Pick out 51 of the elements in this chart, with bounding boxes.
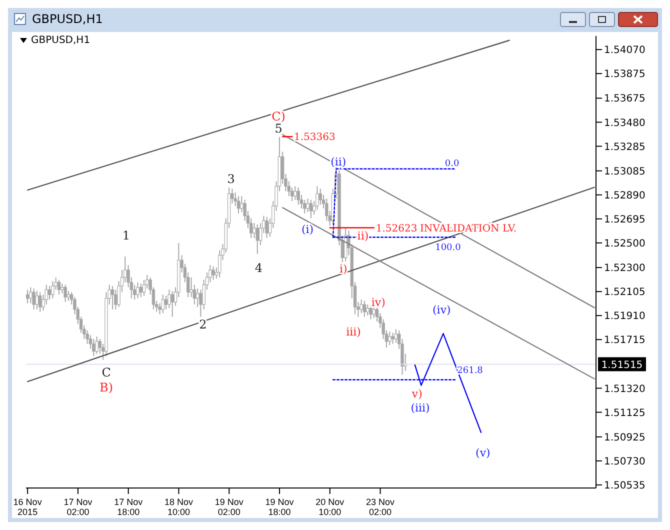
annotation: C)	[272, 109, 286, 124]
y-tick-label: 1.54070	[604, 45, 646, 56]
x-tick-label: 20 Nov 10:00	[316, 497, 345, 517]
chart-title: GBPUSD,H1	[31, 35, 90, 46]
y-tick-label: 1.51320	[604, 384, 646, 395]
annotation: 1.52623	[376, 223, 418, 234]
annotation: i)	[340, 262, 348, 276]
chart-title: GBPUSD,H1	[32, 12, 103, 26]
annotation: (i)	[301, 223, 314, 236]
y-tick-label: 1.51910	[604, 311, 646, 322]
y-tick-label: 1.51125	[604, 408, 646, 419]
y-tick-label: 1.50730	[604, 456, 646, 468]
annotation: v)	[410, 388, 422, 401]
annotation: 100.0	[435, 242, 462, 253]
annotation: 5	[274, 121, 282, 136]
y-tick-label: 1.50925	[604, 432, 646, 444]
x-tick-label: 16 Nov 2015	[13, 497, 42, 517]
x-tick-label: 17 Nov 18:00	[114, 497, 144, 517]
y-tick-label: 1.52105	[604, 287, 646, 298]
x-tick-label: 23 Nov 02:00	[366, 497, 396, 517]
annotation: (iii)	[410, 401, 430, 414]
annotation: 4	[254, 260, 263, 275]
annotation: iii)	[346, 325, 361, 338]
x-tick-label: 17 Nov 02:00	[64, 497, 93, 517]
y-tick-label: 1.53085	[604, 166, 646, 178]
annotation: (ii)	[330, 155, 346, 168]
ref-line-label: 1.51515	[601, 360, 643, 372]
y-tick-label: 1.53480	[604, 118, 646, 129]
y-tick-label: 1.51715	[604, 335, 646, 346]
y-tick-label: 1.52300	[604, 263, 646, 274]
y-tick-label: 1.53675	[604, 94, 646, 105]
annotation: 2	[199, 317, 207, 332]
y-tick-label: 1.52890	[604, 190, 646, 202]
x-tick-label: 19 Nov 02:00	[214, 497, 244, 517]
annotation: C	[102, 366, 111, 380]
annotation: 0.0	[444, 159, 460, 170]
annotation: 3	[227, 172, 235, 186]
y-tick-label: 1.53875	[604, 69, 646, 80]
y-tick-label: 1.52500	[604, 238, 646, 250]
annotation: (iv)	[432, 303, 451, 316]
annotation: B)	[100, 380, 114, 394]
x-tick-label: 18 Nov 10:00	[164, 497, 194, 517]
y-tick-label: 1.50535	[604, 480, 646, 492]
annotation: 1.53363	[294, 132, 336, 144]
y-tick-label: 1.53285	[604, 142, 646, 153]
x-tick-label: 19 Nov 18:00	[265, 497, 294, 517]
annotation: 1	[122, 228, 130, 243]
annotation: 261.8	[457, 366, 484, 376]
annotation: iv)	[371, 296, 386, 309]
y-tick-label: 1.52695	[604, 214, 646, 226]
annotation: (v)	[476, 446, 490, 460]
